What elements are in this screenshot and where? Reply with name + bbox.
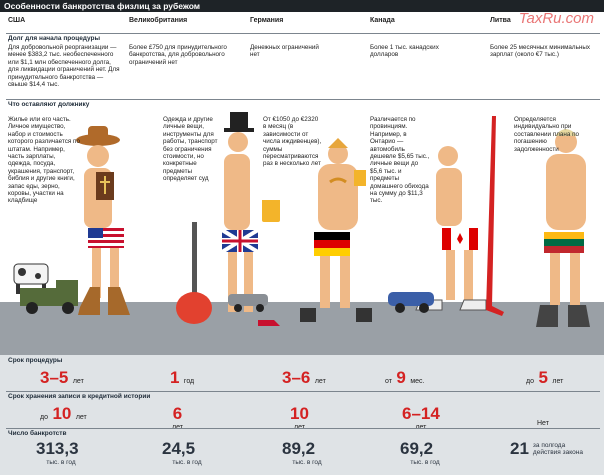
germany-figure	[300, 138, 372, 322]
count-usa: 313,3 тыс. в год	[36, 439, 79, 466]
credit-canada: 6–14лет	[402, 404, 440, 431]
top-hat-icon	[230, 112, 248, 130]
count-lithuania: 21 за полгода действия закона	[510, 439, 583, 458]
section-threshold-label: Долг для начала процедуры	[8, 35, 101, 42]
duration-germany: 3–6 лет	[282, 368, 326, 387]
illustration-scene	[0, 112, 604, 355]
duration-canada: от 9 мес.	[385, 368, 425, 387]
car-icon-uk	[228, 294, 268, 312]
watermark: TaxRu.com	[518, 10, 594, 27]
country-usa: США	[8, 17, 26, 24]
canada-figure	[415, 146, 487, 311]
section-count-label: Число банкротств	[8, 430, 67, 437]
keep-lithuania: Определяется индивидуально при составлен…	[514, 116, 580, 153]
truck-icon	[20, 280, 78, 314]
divider	[6, 428, 600, 429]
country-canada: Канада	[370, 17, 395, 24]
keep-usa: Жилье или его часть. Личное имущество, н…	[8, 116, 80, 205]
divider	[6, 99, 600, 100]
lithuania-flag-icon	[544, 232, 584, 239]
credit-usa: до 10 лет	[40, 404, 87, 423]
threshold-lithuania: Более 25 месячных минимальных зарплат (о…	[490, 44, 591, 59]
duration-uk: 1 год	[170, 368, 195, 387]
count-uk: 24,5 тыс. в год	[162, 439, 202, 466]
country-germany: Германия	[250, 17, 284, 24]
section-duration-label: Срок процедуры	[8, 357, 63, 364]
beer-icon	[262, 170, 366, 222]
country-uk: Великобритания	[129, 17, 188, 24]
car-icon	[388, 292, 434, 313]
section-credit-label: Срок хранения записи в кредитной истории	[8, 393, 151, 400]
count-germany: 89,2 тыс. в год	[282, 439, 322, 466]
threshold-usa: Для добровольной реорганизации — менее $…	[8, 44, 120, 89]
credit-lithuania: Нет	[537, 420, 549, 427]
keep-canada: Различается по провинциям. Например, в О…	[370, 116, 430, 205]
keep-germany: От €1050 до €2320 в месяц (в зависимости…	[263, 116, 322, 168]
duration-usa: 3–5 лет	[40, 368, 84, 387]
page-title: Особенности банкротства физлиц за рубежо…	[4, 1, 201, 11]
header-bar: Особенности банкротства физлиц за рубежо…	[0, 0, 604, 12]
count-canada: 69,2 тыс. в год	[400, 439, 440, 466]
threshold-canada: Более 1 тыс. канадских долларов	[370, 44, 439, 59]
threshold-germany: Денежных ограничений нет	[250, 44, 319, 59]
uk-figure	[220, 112, 280, 326]
lithuania-figure	[536, 129, 590, 327]
usa-figure	[76, 126, 130, 315]
divider	[6, 33, 600, 34]
divider	[6, 391, 600, 392]
hockey-stick-icon	[486, 116, 504, 316]
duration-lithuania: до 5 лет	[526, 368, 564, 387]
keep-uk: Одежда и другие личные вещи, инструменты…	[163, 116, 218, 183]
germany-flag-icon	[314, 232, 350, 240]
section-keep-label: Что оставляют должнику	[8, 101, 90, 108]
country-lithuania: Литва	[490, 17, 511, 24]
stats-panel	[0, 355, 604, 475]
guitar-icon	[176, 222, 212, 324]
threshold-uk: Более £750 для принудительного банкротст…	[129, 44, 227, 66]
